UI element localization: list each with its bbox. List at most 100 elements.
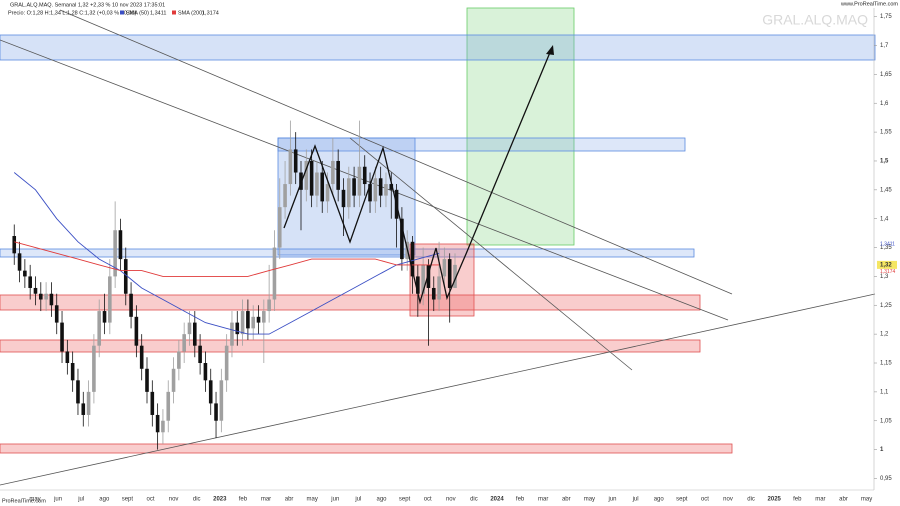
candle-body xyxy=(97,311,102,346)
candle-body xyxy=(203,363,208,381)
last-price-label: 1,32 xyxy=(880,262,892,268)
candle-body xyxy=(304,160,309,190)
candle-body xyxy=(288,149,293,185)
trend-line xyxy=(59,9,733,295)
y-tick-label: 1,15 xyxy=(880,361,892,367)
candle-body xyxy=(437,276,441,300)
x-tick-label: jul xyxy=(632,497,639,503)
candle-body xyxy=(145,368,149,392)
x-tick-label: jun xyxy=(330,497,339,503)
candle-body xyxy=(325,184,330,202)
x-tick-label: nov xyxy=(723,497,733,503)
candle-body xyxy=(28,276,32,288)
candle-body xyxy=(214,403,218,421)
candle-body xyxy=(235,322,240,335)
x-tick-label: feb xyxy=(793,497,802,503)
resistance-band xyxy=(0,34,876,61)
candle-body xyxy=(256,316,261,323)
site-link: www.ProRealTime.com xyxy=(840,1,898,7)
candle-body xyxy=(426,264,431,288)
x-tick-label: sept xyxy=(122,497,134,503)
plot xyxy=(12,120,457,450)
candle-body xyxy=(219,380,224,421)
y-tick-label: 1,65 xyxy=(880,72,892,78)
support-band xyxy=(0,443,733,454)
x-tick-label: may xyxy=(29,497,40,503)
candle-body xyxy=(246,311,250,329)
candle-body xyxy=(283,184,287,208)
base-box xyxy=(409,243,475,317)
candle-body xyxy=(86,391,91,415)
candle-body xyxy=(60,322,64,352)
candle-body xyxy=(293,149,298,173)
x-tick-label: dic xyxy=(470,497,478,503)
candle-body xyxy=(108,276,112,323)
candle-body xyxy=(12,236,17,254)
candle-body xyxy=(299,172,303,190)
candle-body xyxy=(362,166,367,185)
x-tick-label: ago xyxy=(654,497,665,503)
price-tag: 1,3174 xyxy=(880,269,896,275)
candle-body xyxy=(240,311,245,335)
x-tick-label: oct xyxy=(424,497,432,503)
x-tick-label: abr xyxy=(839,497,848,503)
candle-body xyxy=(182,334,186,352)
candle-body xyxy=(336,160,340,190)
y-tick-label: 1,7 xyxy=(880,43,889,49)
candle-body xyxy=(346,178,351,208)
candle-body xyxy=(384,184,388,196)
x-tick-label: jun xyxy=(607,497,616,503)
candle-body xyxy=(352,178,356,196)
x-tick-label: may xyxy=(307,497,318,503)
x-tick-label: feb xyxy=(516,497,525,503)
candle-body xyxy=(389,184,394,190)
legend-swatch xyxy=(172,10,176,15)
candle-body xyxy=(81,403,86,415)
x-tick-label: 2025 xyxy=(768,497,782,503)
candle-body xyxy=(373,178,378,202)
price-tag: 1,3411 xyxy=(880,242,895,248)
x-tick-label: dic xyxy=(747,497,755,503)
y-tick-label: 1,75 xyxy=(880,14,892,20)
candle-body xyxy=(453,264,457,288)
candle-body xyxy=(113,230,117,277)
candle-body xyxy=(192,322,197,346)
y-tick-label: 1,55 xyxy=(880,130,892,136)
y-tick-label: 1,1 xyxy=(880,389,889,395)
x-tick-label: sept xyxy=(399,497,411,503)
candle-body xyxy=(378,178,383,196)
y-tick-label: 1,3 xyxy=(880,274,889,280)
candle-body xyxy=(49,293,54,306)
price-info: Precio: O:1,28 H:1,34 L:1,28 C:1,32 (+0,… xyxy=(8,10,137,16)
x-tick-label: dic xyxy=(193,497,201,503)
candle-body xyxy=(166,391,171,421)
x-tick-label: abr xyxy=(285,497,294,503)
x-tick-label: sept xyxy=(676,497,688,503)
candle-body xyxy=(272,247,277,300)
y-tick-label: 0,95 xyxy=(880,476,892,482)
candle-body xyxy=(357,166,362,196)
x-tick-label: mar xyxy=(815,497,825,503)
legend-label: SMA (200) xyxy=(178,10,204,16)
pattern-arrows xyxy=(283,45,554,305)
x-tick-label: oct xyxy=(701,497,709,503)
candle-body xyxy=(187,322,192,335)
sma-line xyxy=(13,172,440,335)
candle-body xyxy=(23,270,27,277)
candle-body xyxy=(277,207,282,248)
candle-body xyxy=(400,218,404,260)
candle-body xyxy=(416,276,420,294)
x-tick-label: may xyxy=(584,497,595,503)
candle-body xyxy=(331,160,335,185)
legend-value: 1,3411 xyxy=(150,10,166,16)
x-tick-label: may xyxy=(861,497,872,503)
x-tick-label: mar xyxy=(538,497,548,503)
site-link: ProRealTime.com xyxy=(2,498,46,504)
x-tick-label: jul xyxy=(77,497,84,503)
x-tick-label: oct xyxy=(146,497,154,503)
candle-body xyxy=(38,293,43,300)
x-tick-label: jun xyxy=(53,497,62,503)
legend-label: SMA (50) xyxy=(126,10,149,16)
